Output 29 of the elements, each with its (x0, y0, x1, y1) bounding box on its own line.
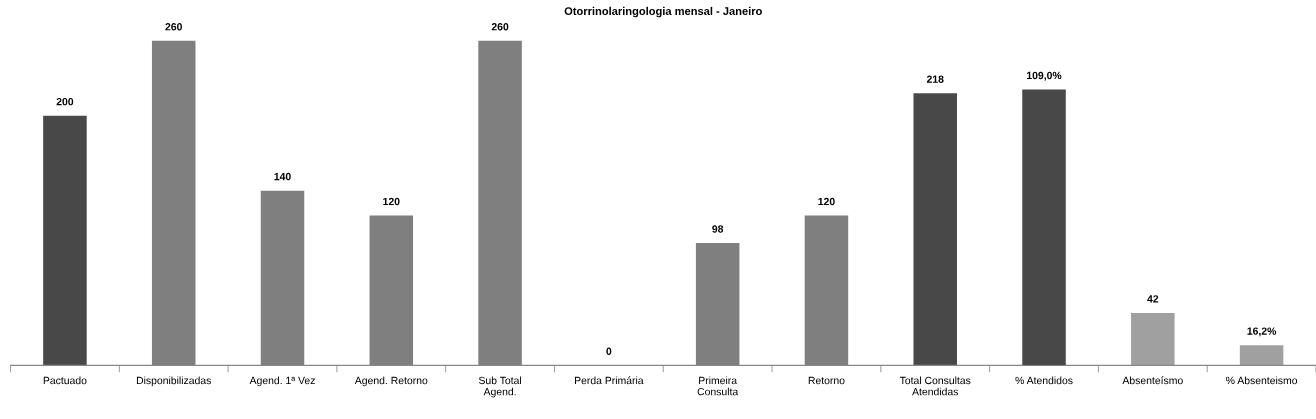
data-label: 42 (1147, 295, 1159, 303)
data-label: 0 (606, 347, 612, 355)
x-tick-label: Absenteísmo (1122, 376, 1183, 385)
data-label: 218 (926, 75, 944, 83)
bar (43, 115, 87, 366)
x-tick-label: % Atendidos (1015, 376, 1073, 385)
data-label: 109,0% (1027, 71, 1062, 81)
data-label: 260 (491, 23, 509, 31)
bar (1239, 345, 1284, 366)
bar (913, 93, 957, 366)
data-label: 200 (56, 97, 74, 106)
data-label: 120 (383, 197, 400, 206)
bar (1131, 312, 1175, 366)
chart-title: Otorrinolaringologia mensal - Janeiro (564, 6, 762, 18)
x-tick-label: Agend. Retorno (354, 376, 428, 387)
data-label: 16,2% (1247, 327, 1277, 337)
data-label: 120 (818, 197, 835, 206)
data-label: 98 (712, 225, 724, 233)
x-tick-label: Total Consultas Atendidas (899, 376, 971, 396)
data-label: 140 (274, 172, 291, 181)
x-tick-label: Perda Primária (574, 376, 644, 385)
x-tick-label: Retorno (808, 376, 845, 385)
x-tick-label: Sub Total Agend. (478, 376, 522, 398)
x-tick-label: Disponibilizadas (136, 376, 211, 387)
data-label: 260 (165, 23, 182, 31)
x-tick-label: Primeira Consulta (697, 376, 739, 396)
x-tick-label: Pactuado (43, 376, 87, 385)
x-tick-label: Agend. 1ª Vez (249, 376, 315, 387)
x-tick-label: % Absenteismo (1226, 376, 1298, 385)
